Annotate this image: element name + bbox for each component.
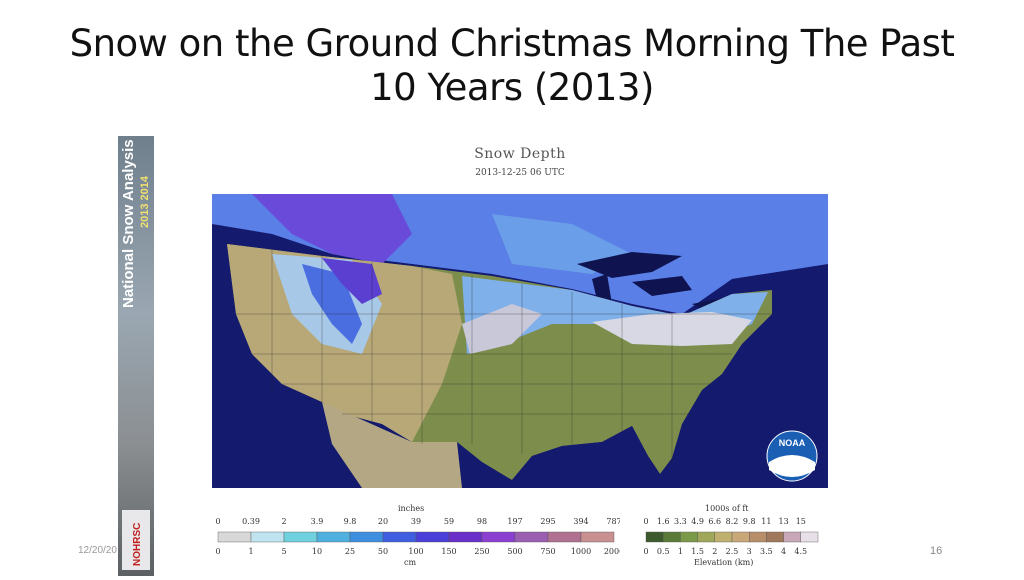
snow-legend-tick-label: 150 — [441, 547, 456, 556]
snow-legend-bottom-unit: cm — [404, 558, 417, 567]
snow-legend-swatch — [514, 531, 549, 543]
snow-legend-tick-label: 750 — [540, 547, 555, 556]
snow-legend-tick-label: 1000 — [571, 547, 591, 556]
elevation-legend-tick-label: 3.5 — [760, 547, 773, 556]
snow-legend-tick-label: 25 — [345, 547, 355, 556]
sidebar-years: 2013 2014 — [139, 175, 151, 228]
snow-legend-swatch — [580, 531, 615, 543]
snow-legend-swatch — [547, 531, 582, 543]
elevation-legend-tick-label: 3.3 — [674, 517, 687, 526]
elevation-legend-tick-label: 1 — [678, 547, 683, 556]
sidebar-banner: National Snow Analysis 2013 2014 NOHRSC — [118, 136, 154, 576]
snow-legend-tick-label: 0.39 — [242, 517, 260, 526]
slide-number: 16 — [930, 545, 943, 557]
sidebar-title: National Snow Analysis 2013 2014 — [118, 136, 154, 436]
elevation-legend-tick-label: 2.5 — [726, 547, 739, 556]
elevation-legend-tick-label: 6.6 — [708, 517, 721, 526]
elevation-legend-tick-label: 4.5 — [794, 547, 807, 556]
snow-depth-legend: 0 0.39 2 3.9 9.8 20 39 59 98 197 295 394 787 0 1 5 10 25 5… — [215, 517, 620, 556]
snow-legend-tick-label: 20 — [378, 517, 388, 526]
snow-legend-tick-label: 39 — [411, 517, 421, 526]
snow-legend-tick-label: 250 — [474, 547, 489, 556]
snow-legend-tick-label: 0 — [215, 547, 220, 556]
elevation-legend-tick-label: 8.2 — [726, 517, 739, 526]
map-timestamp: 2013-12-25 06 UTC — [475, 168, 565, 178]
snow-legend-swatch — [382, 531, 417, 543]
elevation-legend-swatch — [645, 531, 664, 543]
elevation-legend-tick-label: 0.5 — [657, 547, 670, 556]
elevation-legend-swatch — [748, 531, 767, 543]
elevation-legend-tick-label: 13 — [779, 517, 789, 526]
elevation-legend-tick-label: 0 — [643, 547, 648, 556]
elevation-legend-tick-label: 11 — [761, 517, 771, 526]
snow-legend-tick-label: 295 — [540, 517, 555, 526]
snow-legend-swatch — [448, 531, 483, 543]
snow-legend-tick-label: 0 — [215, 517, 220, 526]
snow-legend-tick-label: 787 — [606, 517, 620, 526]
elevation-legend-swatch — [714, 531, 733, 543]
snow-legend-tick-label: 9.8 — [344, 517, 357, 526]
slide-title: Snow on the Ground Christmas Morning The… — [69, 22, 955, 109]
snow-legend-swatch — [415, 531, 450, 543]
snow-legend-tick-label: 100 — [408, 547, 423, 556]
snow-legend-tick-label: 98 — [477, 517, 487, 526]
snow-legend-swatch — [217, 531, 252, 543]
snow-legend-tick-label: 197 — [507, 517, 522, 526]
elevation-legend-swatch — [731, 531, 750, 543]
elevation-legend-bottom-unit: Elevation (km) — [694, 558, 754, 567]
elevation-legend-tick-label: 1.6 — [657, 517, 670, 526]
slide-date: 12/20/20 — [78, 545, 117, 556]
elevation-legend-top-unit: 1000s of ft — [705, 504, 749, 513]
nohrsc-logo-text: NOHRSC — [132, 523, 143, 566]
nohrsc-logo: NOHRSC — [122, 510, 150, 570]
snow-legend-tick-label: 500 — [507, 547, 522, 556]
snow-legend-swatch — [349, 531, 384, 543]
snow-legend-tick-label: 394 — [573, 517, 588, 526]
snow-depth-map — [212, 194, 828, 488]
elevation-legend-tick-label: 9.8 — [743, 517, 756, 526]
snow-legend-tick-label: 5 — [281, 547, 286, 556]
sidebar-text: National Snow Analysis — [120, 139, 137, 308]
elevation-legend-tick-label: 3 — [747, 547, 752, 556]
snow-legend-tick-label: 2 — [281, 517, 286, 526]
snow-legend-swatch — [316, 531, 351, 543]
elevation-legend-tick-label: 4.9 — [691, 517, 704, 526]
snow-legend-tick-label: 3.9 — [311, 517, 324, 526]
elevation-legend-swatch — [680, 531, 698, 543]
elevation-legend-swatch — [800, 531, 819, 543]
snow-legend-swatch — [481, 531, 516, 543]
noaa-logo: NOAA — [766, 430, 818, 482]
elevation-legend-swatch — [783, 531, 802, 543]
elevation-legend-swatch — [766, 531, 784, 543]
elevation-legend: 0 1.6 3.3 4.9 6.6 8.2 9.8 11 13 15 0 0.5 1 1.5 2 2.5 3 3.… — [643, 517, 819, 556]
snow-legend-tick-label: 1 — [248, 547, 253, 556]
elevation-legend-tick-label: 2 — [712, 547, 717, 556]
snow-legend-tick-label: 10 — [312, 547, 322, 556]
noaa-logo-text: NOAA — [779, 438, 806, 448]
elevation-legend-tick-label: 1.5 — [691, 547, 704, 556]
snow-legend-tick-label: 59 — [444, 517, 454, 526]
elevation-legend-tick-label: 4 — [781, 547, 786, 556]
snow-legend-top-unit: inches — [398, 504, 425, 513]
elevation-legend-tick-label: 15 — [796, 517, 806, 526]
snow-legend-tick-label: 50 — [378, 547, 388, 556]
snow-legend-swatch — [283, 531, 318, 543]
elevation-legend-swatch — [697, 531, 715, 543]
elevation-legend-tick-label: 0 — [643, 517, 648, 526]
snow-legend-swatch — [250, 531, 285, 543]
elevation-legend-swatch — [663, 531, 681, 543]
map-title: Snow Depth — [474, 146, 566, 162]
snow-legend-tick-label: 2000 — [604, 547, 620, 556]
